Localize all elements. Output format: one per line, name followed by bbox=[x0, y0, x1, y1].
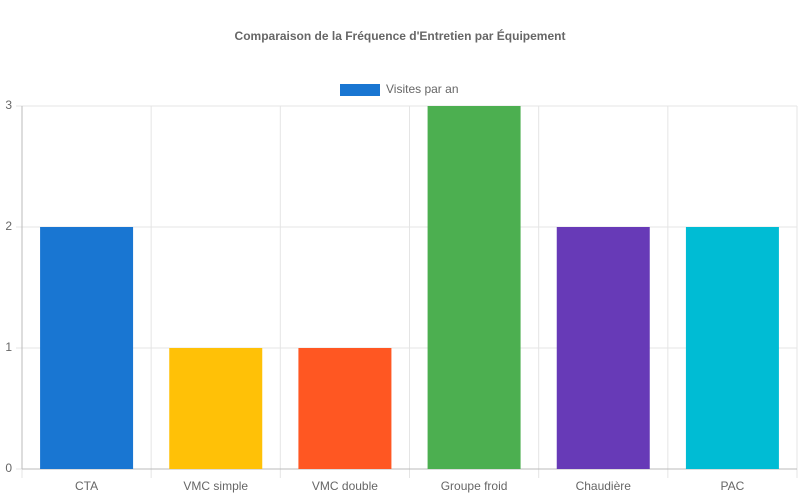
x-tick-label: PAC bbox=[721, 479, 745, 493]
legend-swatch bbox=[340, 84, 380, 96]
chart-title: Comparaison de la Fréquence d'Entretien … bbox=[235, 28, 566, 43]
y-tick-label: 3 bbox=[5, 98, 12, 112]
x-tick-label: CTA bbox=[75, 479, 98, 493]
x-tick-label: VMC double bbox=[312, 479, 378, 493]
y-tick-label: 0 bbox=[5, 461, 12, 475]
x-tick-label: VMC simple bbox=[183, 479, 248, 493]
bar bbox=[298, 348, 392, 469]
bar bbox=[427, 106, 521, 469]
y-tick-label: 2 bbox=[5, 219, 12, 233]
legend-label: Visites par an bbox=[386, 82, 459, 96]
bar bbox=[556, 227, 650, 469]
x-tick-label: Chaudière bbox=[576, 479, 632, 493]
bar bbox=[685, 227, 779, 469]
bar bbox=[40, 227, 134, 469]
y-tick-label: 1 bbox=[5, 340, 12, 354]
bar bbox=[169, 348, 263, 469]
x-tick-label: Groupe froid bbox=[441, 479, 508, 493]
